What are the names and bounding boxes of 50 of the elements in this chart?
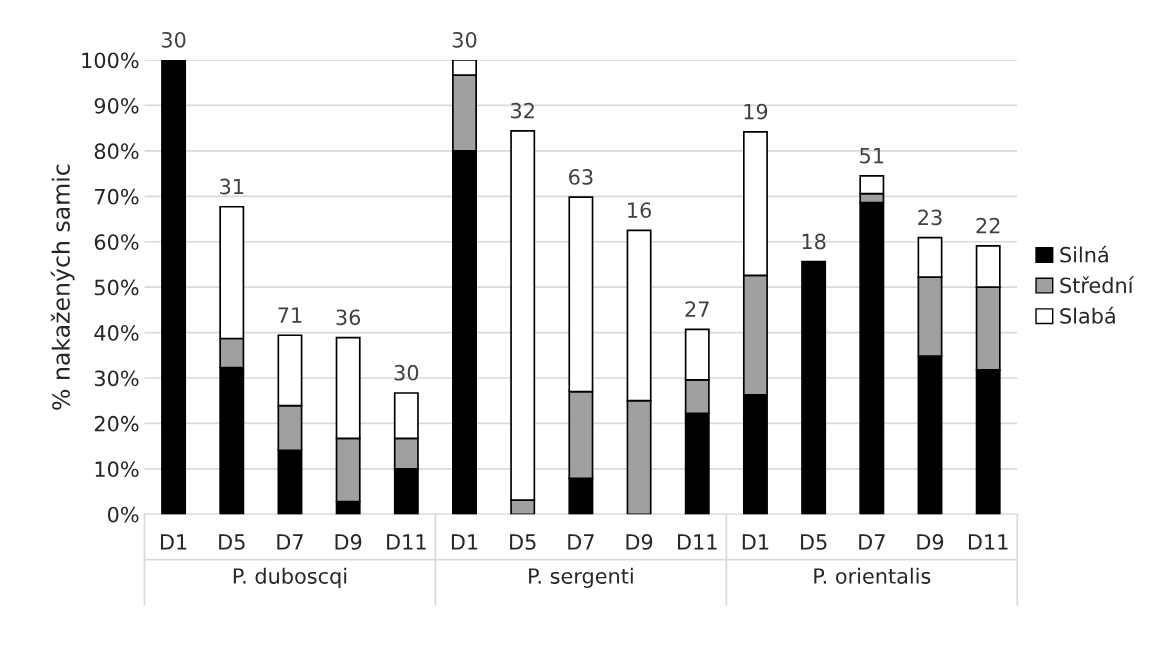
- x-tick-label: D5: [510, 534, 536, 550]
- annotation: 27: [685, 301, 709, 317]
- y-tick-label: 70%: [95, 188, 139, 205]
- annotation: 36: [336, 309, 361, 326]
- y-tick-label: 100%: [82, 52, 139, 69]
- annotation: 63: [569, 169, 593, 185]
- x-tick-label: D11: [387, 534, 426, 550]
- text: 30: [452, 31, 477, 48]
- annotation: 71: [278, 307, 302, 323]
- y-tick-label: 30%: [94, 370, 139, 387]
- annotation: 31: [220, 178, 244, 195]
- text: P. sergenti: [529, 567, 633, 588]
- annotation: 19: [744, 103, 768, 120]
- y-tick-label: 80%: [94, 143, 139, 160]
- x-tick-label: D5: [801, 534, 827, 550]
- y-tick-label: 20%: [94, 415, 139, 432]
- annotation: 23: [918, 209, 942, 226]
- y-tick-label: 50%: [94, 279, 139, 296]
- annotation: 22: [976, 217, 1000, 234]
- x-tick-label: D11: [968, 534, 1008, 550]
- bar: [161, 60, 187, 515]
- text: P. duboscqi: [233, 567, 347, 588]
- x-tick-label: D7: [277, 534, 303, 550]
- x-tick-label: D7: [568, 534, 594, 550]
- x-tick-label: D9: [626, 534, 653, 550]
- y-tick-label: 90%: [94, 97, 139, 114]
- annotation: 32: [511, 102, 534, 119]
- x-tick-label: D1: [451, 534, 478, 550]
- x-tick-label: D9: [917, 534, 944, 550]
- annotation: 51: [860, 148, 884, 164]
- y-axis-title: % nakažených samic: [50, 164, 75, 410]
- annotation: 18: [802, 233, 826, 250]
- x-tick-label: D1: [742, 534, 769, 550]
- x-tick-label: D5: [219, 534, 245, 550]
- y-tick-label: 10%: [95, 461, 139, 478]
- x-tick-label: D11: [678, 534, 717, 550]
- annotation: 16: [628, 202, 652, 218]
- x-tick-label: D7: [859, 534, 885, 550]
- annotation: 30: [394, 364, 419, 381]
- x-tick-label: D9: [335, 534, 362, 550]
- text: 30: [161, 31, 186, 48]
- legend-label: Silná: [1060, 245, 1108, 263]
- y-tick-label: 0%: [107, 506, 139, 523]
- legend-label: Střední: [1060, 276, 1135, 294]
- text: P. orientalis: [814, 567, 931, 584]
- y-tick-label: 60%: [94, 234, 139, 250]
- bar: [801, 260, 827, 515]
- y-tick-label: 40%: [94, 325, 139, 341]
- x-tick-label: D1: [160, 534, 187, 550]
- legend-label: Slabá: [1060, 306, 1115, 324]
